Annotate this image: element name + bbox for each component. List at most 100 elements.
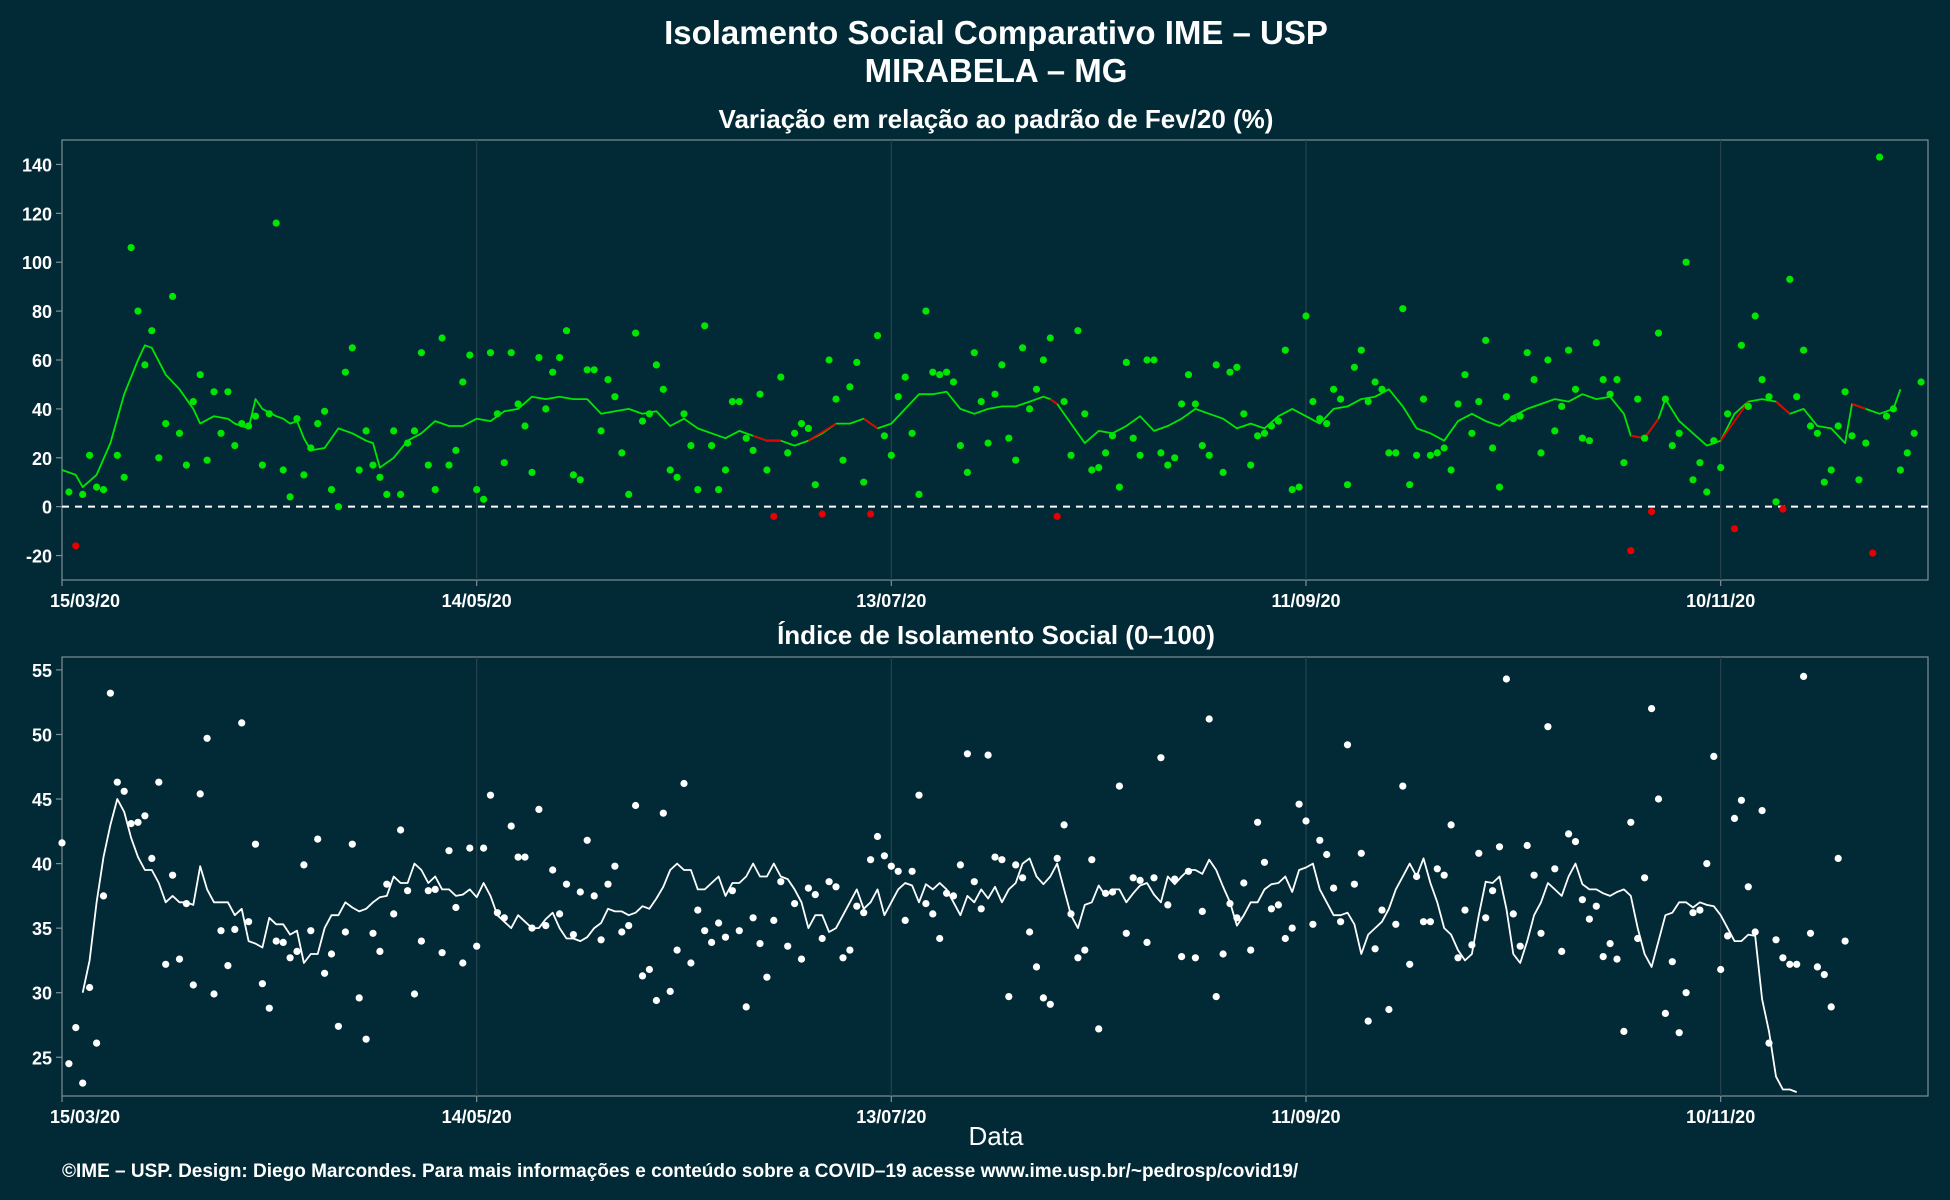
data-point bbox=[1406, 960, 1414, 968]
data-point bbox=[963, 468, 972, 476]
data-point bbox=[480, 844, 488, 852]
data-point bbox=[638, 972, 647, 980]
data-point bbox=[341, 368, 349, 376]
data-point bbox=[1184, 867, 1193, 875]
data-point bbox=[258, 980, 266, 988]
data-point bbox=[1323, 420, 1331, 428]
data-point bbox=[362, 427, 370, 435]
data-point bbox=[321, 969, 329, 977]
data-point bbox=[811, 891, 819, 899]
data-point bbox=[1717, 965, 1725, 974]
data-point bbox=[694, 906, 702, 914]
data-point bbox=[680, 410, 688, 418]
data-point bbox=[1247, 946, 1255, 954]
data-point bbox=[1371, 945, 1379, 953]
data-point bbox=[1793, 393, 1801, 401]
data-point bbox=[763, 466, 771, 474]
data-point bbox=[887, 451, 895, 459]
data-point bbox=[1247, 461, 1255, 469]
data-point bbox=[1060, 398, 1068, 406]
data-point bbox=[1281, 934, 1289, 943]
data-point bbox=[998, 856, 1006, 864]
data-point bbox=[203, 734, 211, 742]
data-point bbox=[1316, 836, 1324, 844]
data-point bbox=[1005, 434, 1013, 442]
data-point bbox=[1032, 385, 1041, 393]
data-point bbox=[1254, 432, 1262, 440]
data-point bbox=[666, 987, 674, 996]
data-point bbox=[1606, 940, 1614, 948]
data-point bbox=[251, 840, 260, 848]
data-point bbox=[1461, 371, 1469, 379]
x-axis-title: Data bbox=[969, 1121, 1024, 1151]
data-point bbox=[825, 878, 833, 886]
data-point bbox=[466, 844, 474, 852]
data-point bbox=[1834, 854, 1842, 863]
data-point bbox=[1475, 398, 1483, 406]
data-point bbox=[452, 903, 460, 912]
data-point bbox=[1730, 814, 1739, 823]
data-point bbox=[58, 839, 66, 847]
data-point bbox=[369, 461, 377, 469]
data-point bbox=[1184, 371, 1193, 379]
data-point bbox=[1468, 429, 1476, 437]
data-point bbox=[1115, 782, 1123, 790]
data-point bbox=[334, 1022, 342, 1030]
data-point bbox=[611, 393, 619, 401]
data-point bbox=[169, 871, 177, 879]
y-tick-label: -20 bbox=[26, 547, 52, 567]
data-point bbox=[638, 417, 647, 425]
data-point bbox=[1150, 874, 1158, 882]
data-point bbox=[977, 905, 985, 913]
data-point bbox=[549, 368, 557, 376]
data-point bbox=[459, 959, 467, 967]
data-point bbox=[1337, 395, 1345, 403]
data-point bbox=[542, 922, 550, 930]
y-tick-label: 80 bbox=[32, 302, 52, 322]
data-point bbox=[1724, 410, 1732, 418]
data-point bbox=[963, 750, 972, 758]
data-point bbox=[362, 1035, 370, 1043]
data-point bbox=[1703, 488, 1711, 496]
data-point bbox=[1288, 924, 1296, 932]
y-tick-label: 50 bbox=[32, 725, 52, 745]
data-point bbox=[1440, 444, 1448, 452]
data-point bbox=[645, 410, 654, 418]
trend-line-below-baseline bbox=[1775, 400, 1791, 415]
data-point bbox=[93, 1039, 101, 1047]
data-point bbox=[452, 446, 460, 454]
data-point bbox=[1226, 900, 1234, 908]
data-point bbox=[1205, 451, 1213, 459]
data-point bbox=[1060, 821, 1068, 829]
data-point bbox=[1171, 875, 1179, 883]
data-point bbox=[1461, 906, 1469, 914]
data-point bbox=[404, 887, 412, 895]
data-point bbox=[1039, 356, 1047, 364]
data-point bbox=[1343, 481, 1352, 489]
data-point bbox=[1634, 395, 1642, 403]
data-point bbox=[846, 383, 854, 391]
data-point bbox=[1689, 909, 1697, 917]
data-point bbox=[1565, 830, 1573, 838]
data-point bbox=[1613, 376, 1621, 384]
data-point bbox=[846, 946, 854, 954]
data-point bbox=[984, 439, 992, 447]
data-point bbox=[148, 327, 156, 335]
data-point bbox=[763, 973, 771, 981]
data-point bbox=[93, 483, 101, 491]
data-point bbox=[500, 914, 508, 922]
data-point bbox=[1219, 468, 1227, 476]
data-point bbox=[1129, 874, 1137, 882]
data-point bbox=[1191, 400, 1199, 408]
data-point bbox=[486, 349, 495, 357]
data-point bbox=[1102, 449, 1110, 457]
data-point bbox=[334, 503, 342, 511]
data-point bbox=[113, 778, 121, 786]
data-point bbox=[1233, 914, 1241, 922]
data-point bbox=[134, 818, 142, 826]
data-point bbox=[1876, 153, 1884, 161]
footer-credit: ©IME – USP. Design: Diego Marcondes. Par… bbox=[62, 1161, 1299, 1182]
data-point bbox=[148, 854, 156, 863]
